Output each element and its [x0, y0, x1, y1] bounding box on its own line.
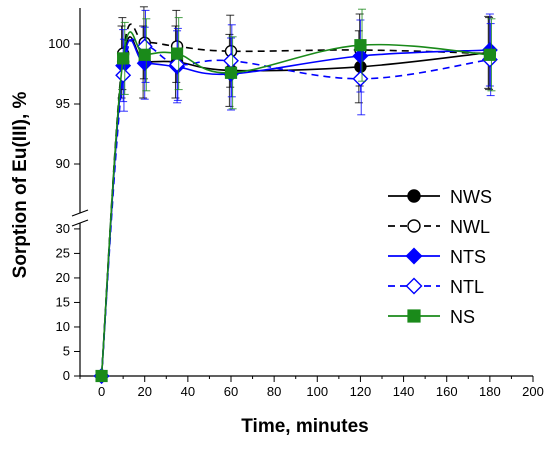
x-axis-label: Time, minutes [241, 416, 368, 437]
legend-item-ns: NS [388, 307, 475, 327]
x-tick-label: 100 [306, 384, 328, 399]
data-point [95, 369, 108, 383]
data-point [405, 277, 423, 295]
series-nws [95, 15, 497, 383]
data-point [352, 48, 369, 64]
axis-break-mark [71, 219, 89, 227]
y-axis-label: Sorption of Eu(III), % [10, 91, 31, 278]
series-line [100, 38, 490, 377]
x-tick-label: 200 [522, 384, 544, 399]
series-line [100, 39, 490, 377]
series-ns [95, 8, 496, 383]
y-tick-label: 20 [56, 270, 70, 285]
series-line [100, 36, 490, 377]
x-tick-label: 120 [350, 384, 372, 399]
legend-label: NWL [450, 217, 490, 237]
data-point [405, 247, 423, 265]
data-point [407, 219, 421, 233]
y-tick-label: 30 [56, 221, 70, 236]
y-tick-label: 100 [48, 36, 70, 51]
data-point [138, 48, 151, 61]
legend-label: NS [450, 307, 475, 327]
x-tick-label: 40 [181, 384, 195, 399]
series-line [100, 23, 490, 377]
y-tick-label: 90 [56, 156, 70, 171]
legend-item-nws: NWS [388, 187, 492, 207]
data-point [483, 48, 496, 61]
legend-label: NTL [450, 277, 484, 297]
data-point [170, 47, 184, 60]
legend-label: NWS [450, 187, 492, 207]
data-point [352, 70, 369, 87]
data-point [354, 39, 367, 52]
y-tick-label: 5 [63, 343, 70, 358]
axis-break-mark [71, 209, 89, 217]
data-point [117, 52, 130, 65]
series-line [100, 31, 490, 377]
legend-item-nts: NTS [388, 247, 486, 267]
data-point [407, 309, 421, 323]
legend-label: NTS [450, 247, 486, 267]
y-tick-label: 15 [56, 294, 70, 309]
x-tick-label: 60 [224, 384, 238, 399]
y-tick-label: 95 [56, 96, 70, 111]
data-point [115, 67, 132, 84]
x-tick-label: 80 [267, 384, 281, 399]
legend-item-ntl: NTL [388, 277, 484, 297]
data-point [407, 189, 421, 203]
x-tick-label: 180 [479, 384, 501, 399]
y-tick-label: 0 [63, 368, 70, 383]
legend-item-nwl: NWL [388, 217, 490, 237]
x-tick-label: 160 [436, 384, 458, 399]
data-point [223, 52, 239, 69]
y-tick-label: 25 [56, 245, 70, 260]
y-tick-label: 10 [56, 319, 70, 334]
series-nwl [95, 6, 497, 383]
data-point [224, 66, 238, 79]
data-point [169, 56, 186, 73]
x-tick-label: 20 [137, 384, 151, 399]
x-tick-label: 0 [98, 384, 105, 399]
x-tick-label: 140 [393, 384, 415, 399]
